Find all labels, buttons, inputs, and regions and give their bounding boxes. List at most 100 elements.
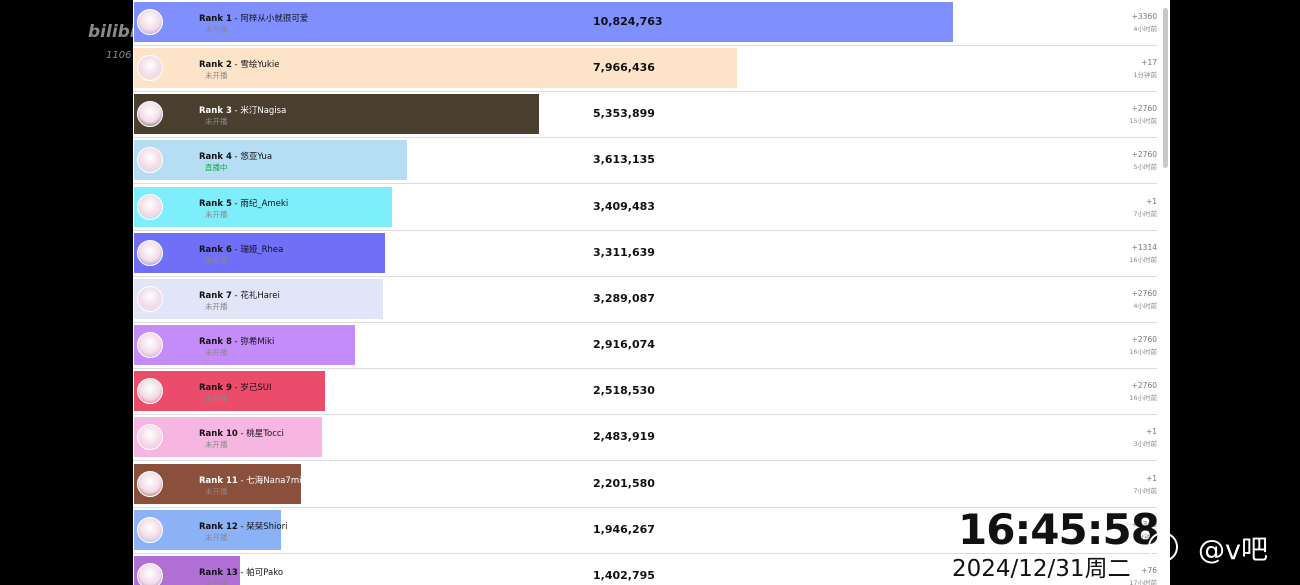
follower-count: 2,518,530 [593,384,655,398]
updated-ago: 4小时前 [1133,301,1157,310]
live-status: 未开播 [205,117,228,127]
live-status: 未开播 [205,301,228,311]
live-status: 未开播 [205,486,228,496]
streamer-avatar[interactable] [137,285,163,312]
delta-value: +76 [1141,565,1157,575]
ranking-row: Rank 12 - 栞栞Shiori 未开播 1,946,267 +3360 5分钟前 [133,508,1157,554]
streamer-name[interactable]: - 桃星Tocci [237,429,284,440]
rank-label: Rank 7 - 花礼Harei [199,289,280,301]
follower-count: 10,824,763 [593,15,663,28]
delta-value: +17 [1141,58,1157,68]
rank-number: Rank 13 [199,567,238,578]
updated-ago: 15小时前 [1129,117,1157,126]
ranking-row: Rank 6 - 瑞娅_Rhea 未开播 3,311,639 +1314 16小时前 [133,231,1157,277]
ranking-bar [134,417,322,458]
rank-label: Rank 1 - 阿梓从小就很可爱 [199,12,308,24]
updated-ago: 16小时前 [1129,348,1157,357]
follower-count: 2,483,919 [593,430,655,444]
updated-ago: 16小时前 [1129,394,1157,403]
ranking-row: Rank 10 - 桃星Tocci 未开播 2,483,919 +1 3小时前 [133,415,1157,462]
watermark-id: 1106 [106,50,132,61]
updated-ago: 16小时前 [1129,255,1157,264]
live-status: 未开播 [205,578,228,585]
follower-count: 3,613,135 [593,153,655,167]
streamer-avatar[interactable] [137,378,163,405]
streamer-name[interactable]: - 七海Nana7mi [237,475,302,486]
delta-value: +2760 [1131,104,1157,114]
ranking-row: Rank 3 - 米汀Nagisa 未开播 5,353,899 +2760 15小时前 [133,92,1157,139]
ranking-row: Rank 8 - 弥希Miki 未开播 2,916,074 +2760 16小时前 [133,323,1157,370]
rank-number: Rank 6 [199,244,232,255]
follower-count: 3,289,087 [593,291,655,305]
delta-value: +1 [1145,427,1157,437]
rank-number: Rank 12 [199,521,238,532]
rank-label: Rank 12 - 栞栞Shiori [199,520,287,532]
rank-label: Rank 11 - 七海Nana7mi [199,474,301,486]
scrollbar-thumb[interactable] [1163,8,1168,168]
streamer-avatar[interactable] [137,562,163,585]
follower-count: 3,409,483 [593,199,655,213]
ranking-bar [134,463,301,504]
ranking-bar [134,555,240,585]
ranking-bar [134,232,385,273]
streamer-name[interactable]: - 栞栞Shiori [237,521,288,532]
bilibili-watermark: bilibili [88,22,148,42]
rank-number: Rank 1 [199,14,232,24]
updated-ago: 5小时前 [1133,163,1157,172]
updated-ago: 3小时前 [1133,440,1157,449]
streamer-name[interactable]: - 弥希Miki [231,337,275,348]
streamer-name[interactable]: - 雪绘Yukie [231,60,280,71]
streamer-avatar[interactable] [137,239,163,266]
updated-ago: 7小时前 [1133,486,1157,495]
ranking-bar [134,140,407,181]
streamer-avatar[interactable] [137,55,163,82]
delta-value: +2760 [1131,335,1157,345]
streamer-avatar[interactable] [137,101,163,128]
follower-count: 1,946,267 [593,522,655,536]
streamer-name[interactable]: - 瑞娅_Rhea [231,244,284,255]
ranking-row: Rank 5 - 雨纪_Ameki 未开播 3,409,483 +1 7小时前 [133,185,1157,231]
rank-number: Rank 5 [199,198,232,209]
weibo-logo-icon [1148,532,1178,562]
ranking-row: Rank 9 - 岁己SUI 未开播 2,518,530 +2760 16小时前 [133,369,1157,416]
rank-number: Rank 4 [199,152,232,163]
streamer-name[interactable]: - 花礼Harei [231,290,280,301]
updated-ago: 1分钟前 [1133,71,1157,80]
rank-label: Rank 2 - 雪绘Yukie [199,58,279,70]
streamer-avatar[interactable] [137,193,163,220]
streamer-name[interactable]: - 悠亚Yua [231,152,273,163]
rank-label: Rank 9 - 岁己SUI [199,381,271,393]
ranking-row: Rank 13 - 帕可Pako 未开播 1,402,795 +76 17小时前 [133,554,1157,585]
streamer-avatar[interactable] [137,332,163,359]
streamer-name[interactable]: - 雨纪_Ameki [231,198,289,209]
rank-label: Rank 6 - 瑞娅_Rhea [199,243,283,255]
delta-value: +1 [1145,473,1157,483]
streamer-avatar[interactable] [137,470,163,497]
streamer-name[interactable]: - 阿梓从小就很可爱 [231,14,309,24]
follower-count: 7,966,436 [593,61,655,75]
delta-value: +3360 [1131,12,1157,21]
live-status: 未开播 [205,532,228,542]
ranking-row: Rank 11 - 七海Nana7mi 未开播 2,201,580 +1 7小时前 [133,462,1157,508]
clock-date: 2024/12/31周二 [952,556,1131,582]
updated-ago: 17小时前 [1129,578,1157,585]
clock-time: 16:45:58 [958,505,1160,554]
rank-number: Rank 2 [199,60,232,71]
ranking-bar [134,186,392,227]
streamer-name[interactable]: - 帕可Pako [237,567,284,578]
rank-label: Rank 5 - 雨纪_Ameki [199,197,288,209]
streamer-avatar[interactable] [137,147,163,174]
ranking-bar [134,509,281,550]
ranking-bar [134,325,355,366]
live-status: 未开播 [205,440,228,450]
streamer-avatar[interactable] [137,516,163,543]
ranking-bar [134,94,539,135]
live-status: 未开播 [205,25,228,34]
live-status: 未开播 [205,71,228,81]
streamer-name[interactable]: - 米汀Nagisa [231,106,287,117]
streamer-name[interactable]: - 岁己SUI [231,383,272,394]
follower-count: 2,201,580 [593,476,655,490]
streamer-avatar[interactable] [137,9,163,35]
live-status: 未开播 [205,255,228,265]
streamer-avatar[interactable] [137,424,163,451]
